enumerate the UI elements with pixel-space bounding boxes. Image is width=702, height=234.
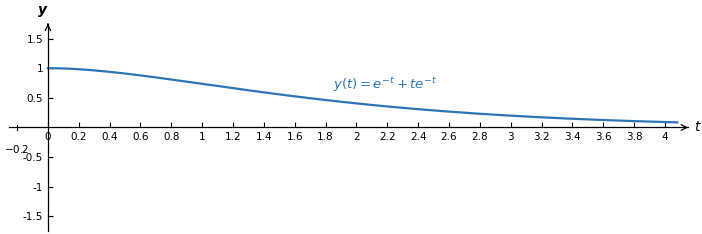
Text: t: t: [694, 121, 699, 135]
Text: y: y: [38, 3, 47, 17]
Text: $y(t) = e^{-t} + te^{-t}$: $y(t) = e^{-t} + te^{-t}$: [333, 76, 437, 94]
Text: $-0.2$: $-0.2$: [4, 143, 29, 155]
